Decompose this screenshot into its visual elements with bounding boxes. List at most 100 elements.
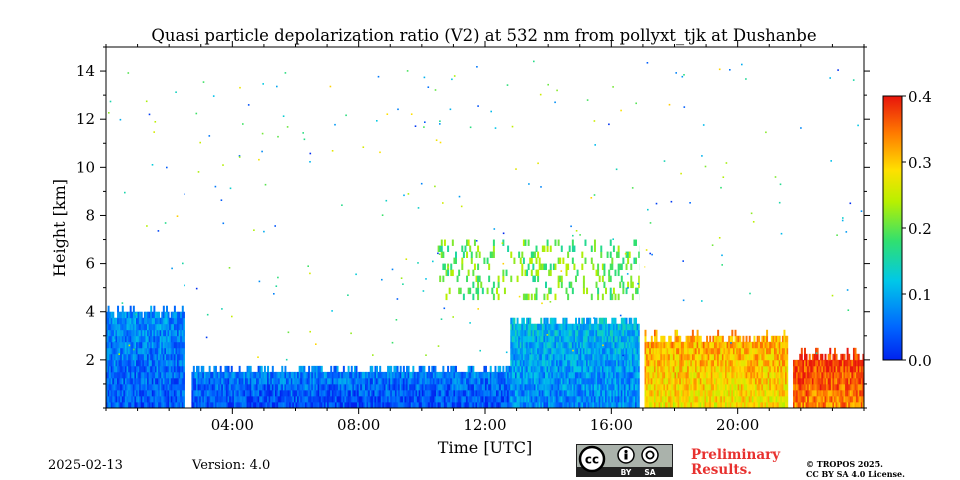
heatmap-cell [352,389,355,397]
heatmap-cell [830,389,833,397]
heatmap-cell [761,371,764,379]
heatmap-cell [289,401,292,409]
heatmap-cell [563,395,566,403]
heatmap-cell [448,401,451,409]
heatmap-cell [762,341,765,349]
heatmap-cell [126,323,129,331]
heatmap-cell [121,395,124,403]
heatmap-cell [567,341,570,349]
heatmap-cell [751,383,754,391]
heatmap-cell [129,347,132,355]
heatmap-cell [522,323,525,331]
heatmap-cell [123,401,126,409]
heatmap-cell [797,395,800,403]
heatmap-cell [181,347,184,355]
heatmap-cell [832,395,835,403]
heatmap-cell [533,377,536,385]
heatmap-cell [753,365,756,373]
heatmap-cell [576,401,579,409]
heatmap-cell [578,335,581,343]
heatmap-cell [691,365,694,373]
heatmap-cell [582,401,585,409]
heatmap-cell [584,377,587,385]
heatmap-cell [622,359,625,367]
heatmap-cell [129,395,132,403]
heatmap-cell [428,401,431,409]
heatmap-cell [652,347,655,355]
heatmap-cell [627,377,630,385]
heatmap-cell [421,389,424,397]
heatmap-cell [156,395,159,403]
heatmap-cell [597,383,600,391]
heatmap-cell [696,335,699,343]
heatmap-cell [151,323,154,331]
heatmap-cell [568,365,571,373]
heatmap-cell [521,347,524,355]
heatmap-cell [432,401,435,409]
heatmap-cell [519,359,522,367]
heatmap-cell [371,365,374,373]
heatmap-cell [526,329,529,337]
heatmap-cell [330,377,333,385]
heatmap-cell [342,401,345,409]
heatmap-cell [655,329,658,337]
heatmap-cell [690,383,693,391]
heatmap-cell [424,371,427,379]
heatmap-cell [298,377,301,385]
heatmap-cell [797,359,800,367]
heatmap-cell [128,395,131,403]
heatmap-cell [728,383,731,391]
heatmap-cell [458,401,461,409]
heatmap-cell [109,389,112,397]
heatmap-cell [139,395,142,403]
heatmap-cell [834,383,836,391]
heatmap-cell [327,377,330,385]
heatmap-cell [273,377,276,385]
heatmap-cell [740,389,743,397]
heatmap-cell [559,377,562,385]
heatmap-cell [136,311,138,319]
heatmap-cell [554,353,557,361]
heatmap-cell [137,335,140,343]
heatmap-cell [278,371,281,379]
heatmap-cell [358,395,361,403]
heatmap-cell [650,359,653,367]
heatmap-cell [369,401,372,409]
heatmap-cell [513,353,516,361]
heatmap-cell [693,365,696,373]
heatmap-cell [742,389,745,397]
heatmap-cell [180,311,183,319]
heatmap-cell [715,359,718,367]
heatmap-cell [338,371,341,379]
heatmap-cell [161,383,164,391]
heatmap-cell [238,395,241,403]
heatmap-cell [619,389,622,397]
heatmap-cell [420,389,423,397]
heatmap-cell [653,377,656,385]
heatmap-cell [593,377,596,385]
heatmap-cell [338,389,341,397]
heatmap-cell [578,383,581,391]
heatmap-cell [677,401,680,409]
heatmap-cell [110,389,113,397]
heatmap-cell [461,371,464,379]
heatmap-cell [306,371,309,379]
heatmap-cell [772,395,775,403]
heatmap-cell [622,335,625,343]
heatmap-cell [522,317,525,325]
heatmap-cell [830,383,833,391]
heatmap-cell [623,377,626,385]
heatmap-cell [592,353,595,361]
heatmap-cell [578,341,581,349]
heatmap-cell [216,383,219,391]
heatmap-cell [737,377,740,385]
heatmap-cell [123,329,126,337]
heatmap-cell [330,389,333,397]
heatmap-cell [807,377,810,385]
heatmap-cell [153,329,156,337]
heatmap-cell [112,359,115,367]
heatmap-cell [691,383,694,391]
heatmap-cell [552,353,555,361]
heatmap-cell [314,383,317,391]
heatmap-cell [630,371,633,379]
